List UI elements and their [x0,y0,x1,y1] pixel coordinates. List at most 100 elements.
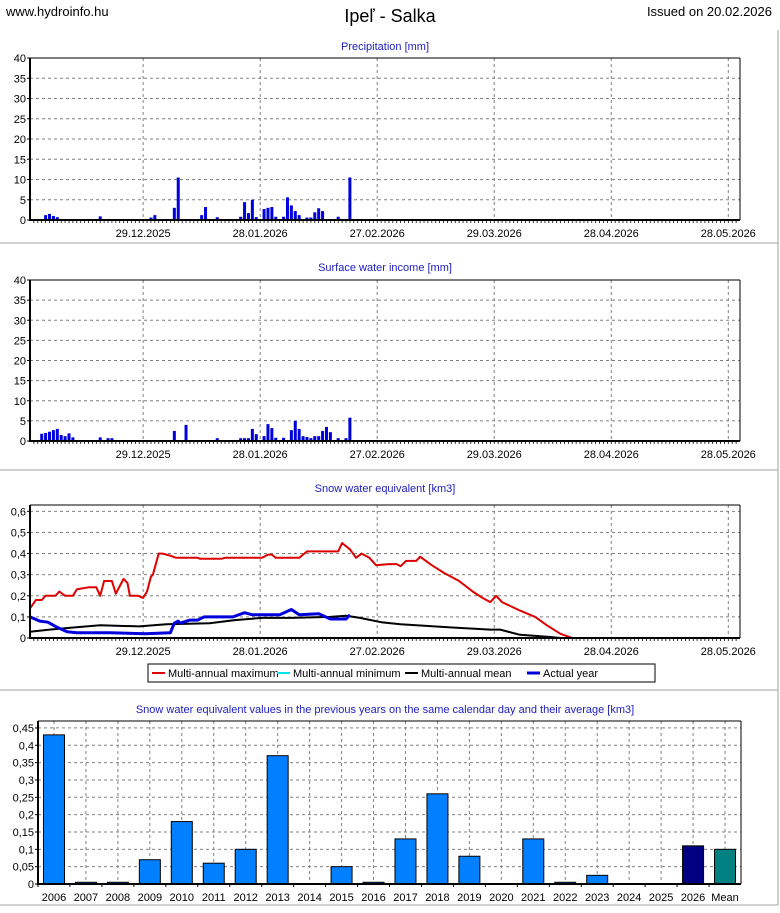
y-tick-label: 25 [14,114,26,126]
chart-title: Precipitation [mm] [341,41,429,53]
bar [55,217,59,220]
bar-2011 [202,862,225,885]
y-tick-label: 40 [14,275,26,287]
legend: Multi-annual maximum Multi-annual minimum… [147,663,656,683]
bar [321,211,325,220]
x-tick-label: 2015 [329,892,353,904]
y-tick-label: 25 [14,335,26,347]
bar [262,209,266,220]
bar-mean [714,848,737,885]
x-tick-label: 2020 [489,892,513,904]
bar [266,207,270,220]
y-tick-label: 0,35 [13,758,34,770]
bar [313,436,317,441]
x-tick-label: 2007 [74,892,98,904]
bar [71,437,75,441]
legend-label: Multi-annual mean [421,668,512,680]
bar [344,438,348,441]
bar [285,197,289,220]
x-tick-label: 2009 [138,892,162,904]
y-tick-label: 20 [14,134,26,146]
x-tick-label: 2016 [361,892,385,904]
x-tick-label: 2026 [681,892,705,904]
bar-2021 [522,838,545,885]
y-tick-label: 35 [14,295,26,307]
y-tick-label: 10 [14,175,26,187]
bar [348,417,352,441]
x-tick-label: 2024 [617,892,641,904]
x-tick-label: 29.12.2025 [116,228,171,240]
x-tick-label: 28.04.2026 [584,449,639,461]
bar [274,216,278,220]
bar-2012 [234,848,257,885]
bar [254,434,258,441]
y-tick-label: 0,3 [11,570,26,582]
x-tick-label: 28.01.2026 [233,449,288,461]
x-tick-label: 2013 [265,892,289,904]
y-tick-label: 20 [14,356,26,368]
y-tick-label: 0,05 [13,862,34,874]
bar [48,431,52,441]
bar [51,215,55,220]
bar-2009 [138,859,161,885]
bar [246,438,250,441]
y-tick-label: 15 [14,154,26,166]
y-tick-label: 0,1 [11,612,26,624]
x-tick-label: 2010 [170,892,194,904]
bar [297,215,301,220]
bar [324,426,328,441]
bar [313,212,317,220]
x-tick-label: 2017 [393,892,417,904]
y-tick-label: 10 [14,396,26,408]
bar [153,215,157,220]
y-tick-label: 0 [28,879,34,891]
bar [239,438,243,441]
bar [243,202,247,220]
bar [48,213,52,220]
bar [250,428,254,441]
chart-title: Surface water income [mm] [318,262,452,274]
bar [336,438,340,441]
y-tick-label: 0,25 [13,792,34,804]
bar [98,216,102,220]
bar [184,424,188,441]
bar [215,438,219,441]
bar [282,216,286,220]
bar [55,428,59,441]
bar [204,207,208,220]
page-title: Ipeľ - Salka [344,6,436,26]
x-tick-label: 27.02.2026 [350,646,405,658]
x-tick-label: 27.02.2026 [350,449,405,461]
y-tick-label: 0 [20,436,26,448]
y-tick-label: 0,4 [11,549,26,561]
bar [149,217,153,220]
bar [262,436,266,441]
x-tick-label: 28.04.2026 [584,228,639,240]
y-tick-label: 15 [14,376,26,388]
bar [348,177,352,220]
series-line-multi-annual-maximum [29,542,573,639]
y-tick-label: 0,45 [13,723,34,735]
bar [266,424,270,441]
bar-2023 [586,874,609,885]
bar [250,199,254,220]
x-tick-label: 2023 [585,892,609,904]
bar [328,432,332,441]
y-tick-label: 0,2 [19,810,34,822]
bar [44,432,48,441]
bar [321,430,325,441]
bar [110,438,114,441]
bar [40,433,44,441]
x-tick-label: 28.05.2026 [701,646,756,658]
bar [301,436,305,441]
y-tick-label: 35 [14,73,26,85]
bar [106,438,110,441]
bar [51,430,55,441]
x-tick-label: 2014 [297,892,321,904]
chart-title: Snow water equivalent values in the prev… [136,704,634,716]
bar [309,438,313,441]
bar [243,438,247,441]
legend-label: Multi-annual maximum [168,668,279,680]
x-tick-label: 2018 [425,892,449,904]
x-tick-label: 29.03.2026 [467,646,522,658]
